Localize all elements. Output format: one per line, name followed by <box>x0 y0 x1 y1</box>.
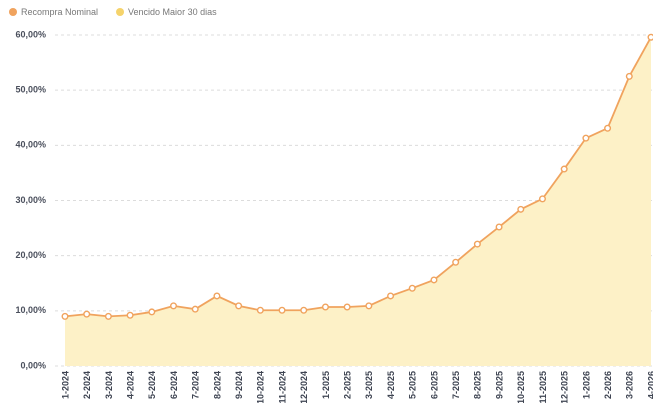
marker <box>625 72 633 80</box>
marker <box>343 303 351 311</box>
marker <box>560 165 568 173</box>
marker <box>582 134 590 142</box>
marker <box>256 306 264 314</box>
x-tick-label: 2-2025 <box>343 371 353 399</box>
x-tick-label: 3-2025 <box>364 371 374 399</box>
area <box>65 37 651 366</box>
marker <box>213 292 221 300</box>
x-tick-label: 2-2024 <box>82 371 92 399</box>
x-tick-label: 10-2024 <box>256 371 266 403</box>
marker <box>235 302 243 310</box>
x-tick-label: 1-2025 <box>321 371 331 399</box>
x-tick-label: 11-2024 <box>277 371 287 403</box>
x-tick-label: 12-2025 <box>560 371 570 403</box>
marker <box>517 205 525 213</box>
marker <box>104 312 112 320</box>
marker <box>647 33 653 41</box>
x-tick-label: 4-2026 <box>646 371 653 399</box>
y-tick-label: 50,00% <box>15 85 46 95</box>
x-tick-label: 3-2024 <box>104 371 114 399</box>
marker <box>278 306 286 314</box>
x-tick-label: 9-2024 <box>234 371 244 399</box>
marker <box>170 302 178 310</box>
line <box>64 36 652 318</box>
marker <box>495 223 503 231</box>
x-tick-label: 2-2026 <box>603 371 613 399</box>
marker <box>387 292 395 300</box>
marker <box>191 305 199 313</box>
legend-label: Vencido Maior 30 dias <box>128 7 217 17</box>
x-tick-label: 1-2026 <box>581 371 591 399</box>
marker <box>300 306 308 314</box>
legend-label: Recompra Nominal <box>21 7 98 17</box>
marker <box>452 258 460 266</box>
marker <box>148 308 156 316</box>
x-tick-label: 6-2024 <box>169 371 179 399</box>
x-tick-label: 5-2025 <box>408 371 418 399</box>
marker <box>83 310 91 318</box>
x-tick-label: 8-2024 <box>212 371 222 399</box>
y-tick-label: 60,00% <box>15 29 46 39</box>
x-tick-label: 10-2025 <box>516 371 526 403</box>
x-tick-label: 5-2024 <box>147 371 157 399</box>
x-tick-label: 7-2024 <box>191 371 201 399</box>
x-tick-label: 4-2025 <box>386 371 396 399</box>
marker <box>408 284 416 292</box>
marker <box>538 195 546 203</box>
y-tick-label: 40,00% <box>15 140 46 150</box>
x-tick-label: 7-2025 <box>451 371 461 399</box>
x-tick-label: 11-2025 <box>538 371 548 403</box>
y-tick-label: 10,00% <box>15 305 46 315</box>
x-tick-label: 1-2024 <box>60 371 70 399</box>
x-tick-label: 3-2026 <box>625 371 635 399</box>
y-tick-label: 30,00% <box>15 195 46 205</box>
marker <box>321 303 329 311</box>
legend-swatch <box>9 8 17 16</box>
y-tick-label: 0,00% <box>20 360 46 370</box>
x-tick-label: 9-2025 <box>494 371 504 399</box>
y-tick-label: 20,00% <box>15 250 46 260</box>
x-tick-label: 8-2025 <box>473 371 483 399</box>
marker <box>126 311 134 319</box>
marker <box>473 240 481 248</box>
marker <box>365 302 373 310</box>
marker <box>604 124 612 132</box>
marker <box>61 312 69 320</box>
marker <box>430 276 438 284</box>
legend-swatch <box>116 8 125 16</box>
x-tick-label: 6-2025 <box>429 371 439 399</box>
x-tick-label: 4-2024 <box>125 371 135 399</box>
x-tick-label: 12-2024 <box>299 371 309 403</box>
